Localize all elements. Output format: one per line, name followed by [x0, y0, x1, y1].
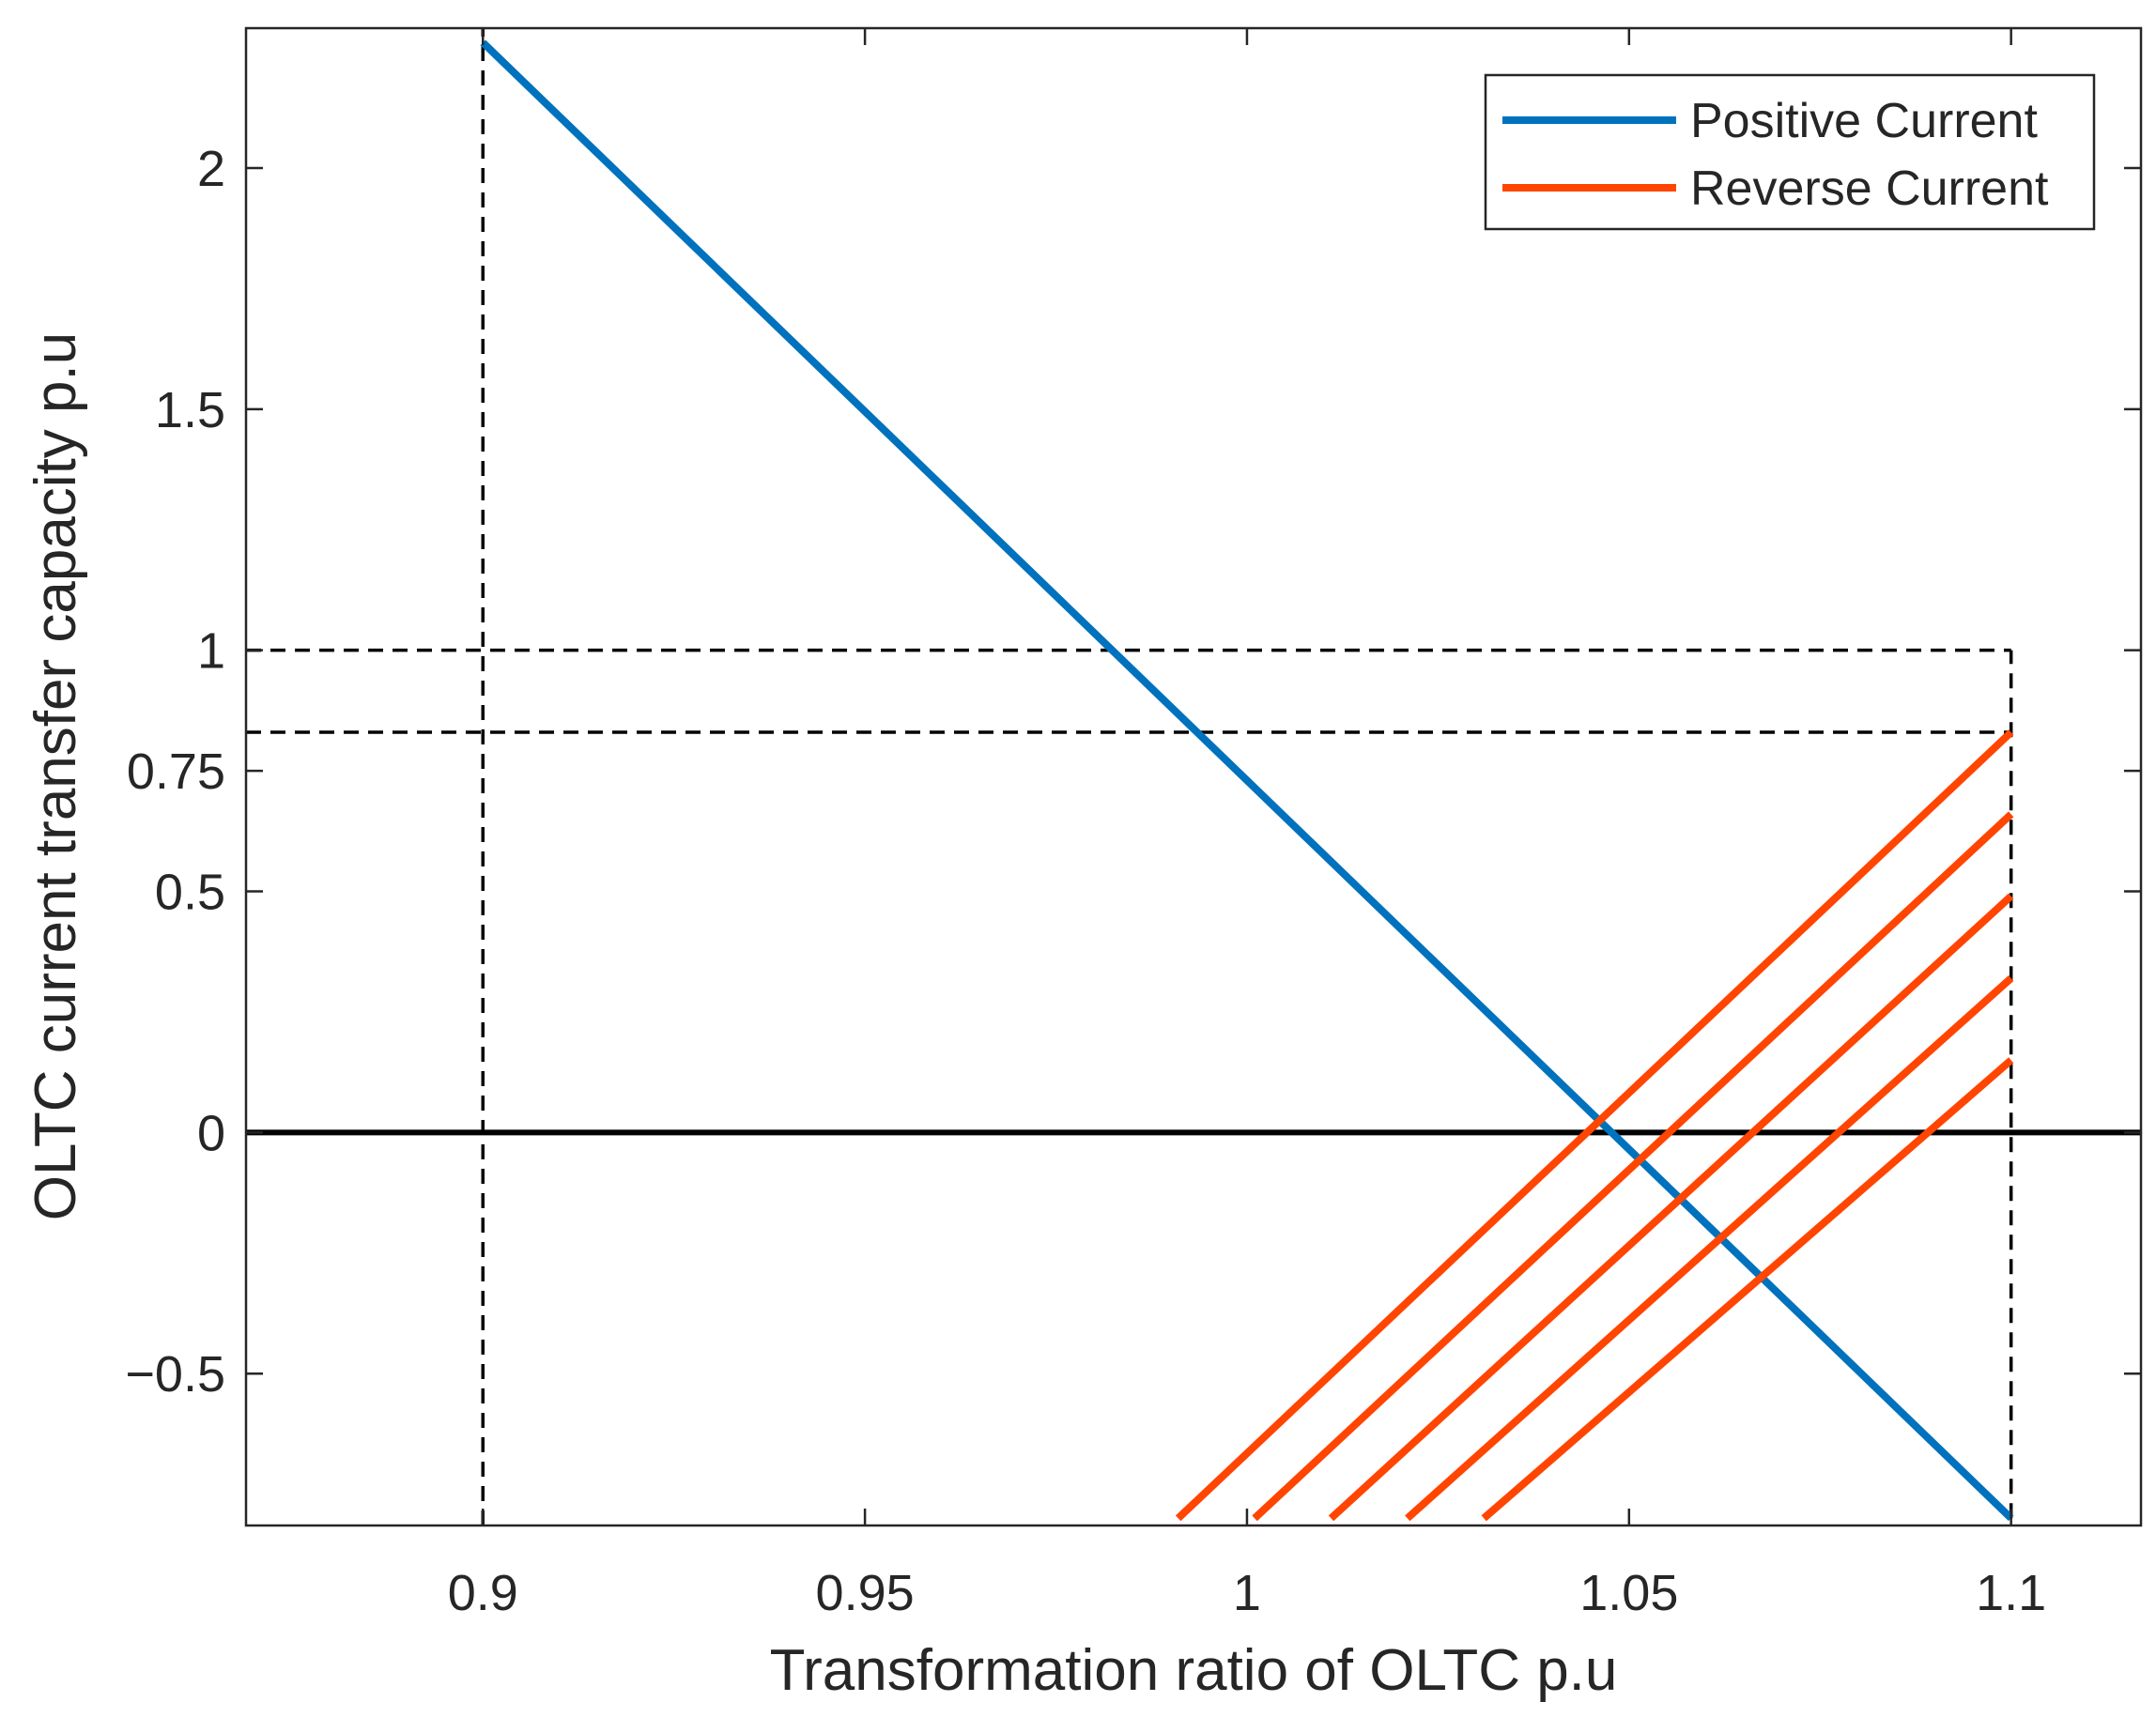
x-tick-label: 0.95 — [816, 1565, 915, 1621]
legend: Positive Current Reverse Current — [1484, 73, 2096, 231]
y-tick-label: 2 — [197, 141, 225, 197]
series-line-reverse-current-5 — [1481, 1057, 2014, 1522]
x-tick-label: 1 — [1233, 1565, 1261, 1621]
series-line-reverse-current-4 — [1405, 975, 2014, 1522]
legend-label-positive: Positive Current — [1690, 94, 2038, 148]
x-tick-label: 1.1 — [1976, 1565, 2046, 1621]
y-axis-label: OLTC current transfer capacity p.u — [23, 332, 88, 1220]
y-tick-label: 1 — [197, 623, 225, 680]
x-axis-ticks: 0.9 0.95 1 1.05 1.1 — [448, 28, 2046, 1621]
x-axis-label: Transformation ratio of OLTC p.u — [770, 1638, 1618, 1703]
y-tick-label: 0.75 — [127, 744, 225, 800]
reference-lines — [246, 28, 2141, 1525]
x-tick-label: 0.9 — [448, 1565, 518, 1621]
series-line-reverse-current-3 — [1328, 893, 2014, 1522]
series-line-reverse-current-2 — [1252, 811, 2014, 1522]
legend-label-reverse: Reverse Current — [1690, 161, 2049, 216]
series-line-reverse-current — [1175, 729, 2014, 1522]
y-tick-label: 0.5 — [155, 865, 225, 921]
plot-background — [246, 28, 2141, 1525]
y-tick-label: 1.5 — [155, 382, 225, 438]
y-tick-label: −0.5 — [125, 1346, 225, 1403]
y-tick-label: 0 — [197, 1105, 225, 1161]
plot-frame — [244, 26, 2143, 1527]
series-lines — [480, 39, 2014, 1522]
y-axis-ticks: −0.5 0 0.5 0.75 1 1.5 2 — [125, 141, 2141, 1403]
x-tick-label: 1.05 — [1579, 1565, 1678, 1621]
legend-box — [1484, 73, 2096, 231]
series-line-positive-current — [480, 39, 2014, 1522]
